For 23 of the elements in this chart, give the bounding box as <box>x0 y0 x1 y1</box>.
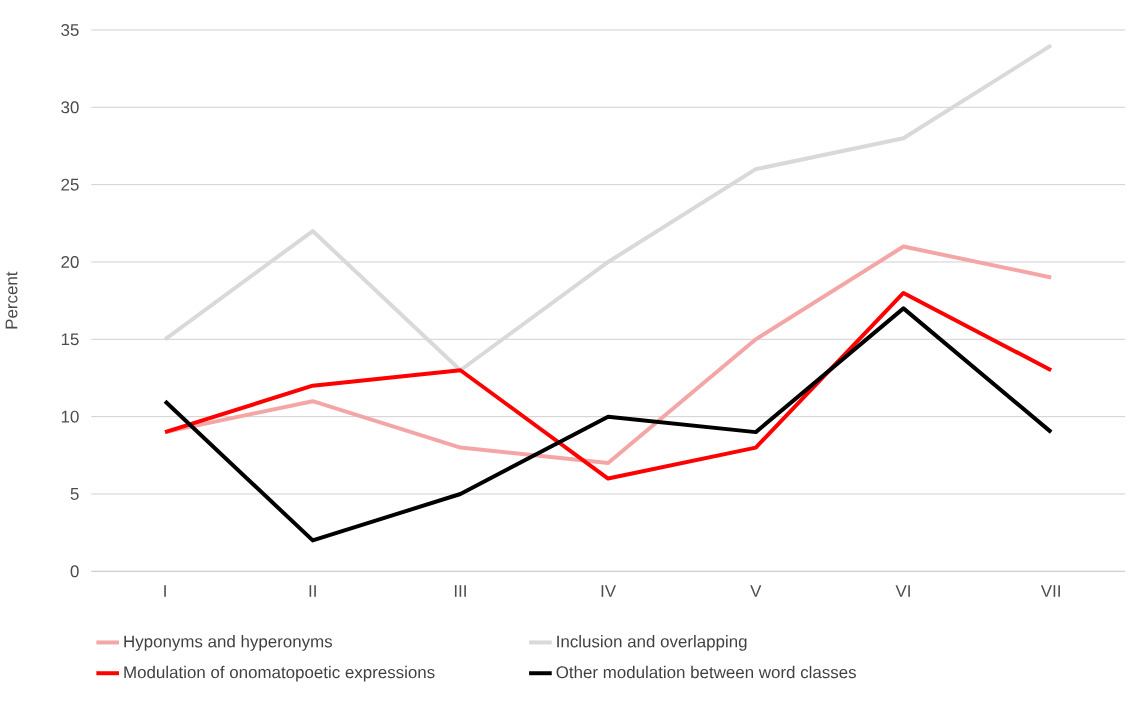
y-tick-label: 15 <box>61 333 79 346</box>
y-tick-label: 10 <box>61 410 79 423</box>
y-tick-label: 0 <box>70 565 79 578</box>
y-tick-label: 5 <box>70 488 79 500</box>
y-tick-label: 25 <box>61 178 79 191</box>
line-series <box>163 43 1054 373</box>
x-tick-label: III <box>454 585 466 597</box>
legend-label: Inclusion and overlapping <box>557 634 747 651</box>
line-series <box>163 290 1054 481</box>
y-tick-label: 35 <box>61 23 79 36</box>
x-tick-label: II <box>309 585 316 597</box>
legend-label: Other modulation between word classes <box>556 665 856 679</box>
y-tick-label: 30 <box>61 101 79 114</box>
y-tick-label: 20 <box>61 255 79 268</box>
line-series <box>163 306 1054 543</box>
legend-label: Hyponyms and hyperonyms <box>124 634 333 651</box>
y-axis-title: Percent <box>5 271 18 329</box>
x-tick-label: V <box>750 585 762 597</box>
x-tick-label: I <box>164 585 166 597</box>
legend-label: Modulation of onomatopoetic expressions <box>124 665 435 682</box>
x-tick-label: VII <box>1040 585 1060 597</box>
x-tick-label: VI <box>895 585 910 597</box>
x-tick-label: IV <box>601 585 617 597</box>
